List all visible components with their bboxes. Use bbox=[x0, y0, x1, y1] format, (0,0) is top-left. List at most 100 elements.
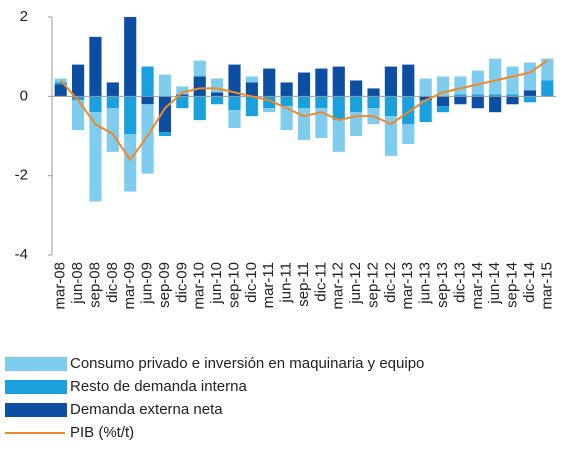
bar bbox=[263, 108, 276, 113]
bar bbox=[89, 36, 102, 97]
bar bbox=[228, 64, 241, 97]
bar bbox=[141, 104, 154, 174]
bar bbox=[193, 96, 206, 121]
x-tick-label: sep-10 bbox=[225, 262, 242, 308]
bar bbox=[228, 110, 241, 129]
bar bbox=[384, 96, 397, 117]
x-tick-label: sep-08 bbox=[86, 262, 103, 308]
y-tick-label: 0 bbox=[20, 87, 28, 104]
bar bbox=[419, 78, 432, 97]
bar bbox=[506, 96, 519, 105]
bar bbox=[315, 68, 328, 97]
bar bbox=[471, 70, 484, 95]
legend-label: Consumo privado e inversión en maquinari… bbox=[70, 355, 424, 372]
bar bbox=[315, 96, 328, 109]
x-tick-label: sep-12 bbox=[364, 262, 381, 308]
bar bbox=[245, 82, 258, 97]
bar bbox=[71, 96, 85, 101]
bar bbox=[471, 94, 484, 97]
bar bbox=[211, 92, 224, 97]
bar bbox=[419, 100, 432, 123]
bar bbox=[541, 58, 554, 81]
y-tick-label: -2 bbox=[15, 167, 28, 184]
bar bbox=[350, 112, 363, 136]
x-tick-label: dic-12 bbox=[382, 262, 399, 303]
bar bbox=[176, 94, 189, 97]
bar bbox=[54, 84, 67, 97]
legend-swatch bbox=[5, 357, 67, 371]
y-tick-label: 2 bbox=[20, 8, 28, 25]
bar bbox=[489, 96, 502, 113]
y-tick-label: -4 bbox=[15, 246, 28, 263]
bar bbox=[506, 94, 519, 97]
bar bbox=[402, 96, 415, 125]
bar bbox=[158, 132, 172, 136]
bar bbox=[489, 94, 502, 97]
bar bbox=[332, 96, 345, 121]
bar bbox=[193, 76, 206, 97]
x-tick-label: dic-14 bbox=[521, 262, 538, 303]
bar bbox=[297, 72, 311, 97]
bar bbox=[124, 134, 137, 192]
bar bbox=[471, 96, 484, 109]
x-tick-label: mar-11 bbox=[260, 262, 277, 308]
bar bbox=[106, 108, 119, 152]
bar bbox=[402, 124, 415, 144]
bar bbox=[176, 86, 189, 95]
x-tick-label: dic-13 bbox=[451, 262, 468, 303]
bar bbox=[523, 90, 537, 97]
x-tick-label: jun-12 bbox=[347, 262, 364, 305]
bar bbox=[124, 96, 137, 135]
x-tick-label: mar-08 bbox=[52, 262, 69, 310]
bar bbox=[350, 96, 363, 113]
x-tick-label: jun-11 bbox=[278, 262, 295, 304]
bar bbox=[367, 96, 380, 109]
x-tick-label: mar-14 bbox=[469, 262, 486, 310]
bar bbox=[158, 74, 172, 97]
x-tick-label: mar-15 bbox=[538, 262, 555, 310]
bar bbox=[176, 96, 189, 109]
bar bbox=[263, 68, 276, 97]
legend-label: Resto de demanda interna bbox=[70, 378, 247, 395]
x-tick-label: jun-09 bbox=[139, 262, 156, 305]
x-tick-label: dic-10 bbox=[243, 262, 260, 303]
bar bbox=[71, 100, 85, 131]
x-tick-label: dic-08 bbox=[104, 262, 121, 303]
bar bbox=[54, 82, 67, 85]
bar bbox=[280, 106, 293, 131]
bar bbox=[541, 80, 554, 97]
bar bbox=[228, 96, 241, 111]
x-tick-label: dic-11 bbox=[312, 262, 329, 302]
x-tick-label: mar-09 bbox=[121, 262, 138, 310]
bar bbox=[297, 96, 311, 109]
x-tick-label: sep-14 bbox=[504, 262, 521, 308]
bar bbox=[523, 96, 537, 103]
bar bbox=[124, 17, 137, 97]
bar bbox=[454, 94, 467, 97]
bar bbox=[384, 66, 397, 97]
bar bbox=[489, 58, 502, 95]
x-tick-label: dic-09 bbox=[173, 262, 190, 303]
bar bbox=[506, 66, 519, 95]
bar bbox=[245, 96, 258, 117]
bar bbox=[402, 64, 415, 97]
x-tick-label: sep-13 bbox=[434, 262, 451, 308]
x-tick-label: mar-12 bbox=[330, 262, 347, 310]
bar bbox=[280, 82, 293, 97]
bar bbox=[332, 66, 345, 97]
bar bbox=[141, 96, 154, 105]
legend-swatch bbox=[5, 380, 67, 394]
bar bbox=[54, 78, 67, 83]
bar bbox=[89, 112, 102, 202]
bar bbox=[523, 62, 537, 91]
bar bbox=[454, 76, 467, 95]
bar bbox=[436, 96, 450, 107]
bar bbox=[211, 96, 224, 105]
bar bbox=[193, 60, 206, 77]
x-tick-label: sep-09 bbox=[156, 262, 173, 308]
bar bbox=[297, 108, 311, 140]
legend-label: Demanda externa neta bbox=[70, 401, 223, 418]
bar bbox=[384, 116, 397, 156]
bar bbox=[315, 108, 328, 138]
